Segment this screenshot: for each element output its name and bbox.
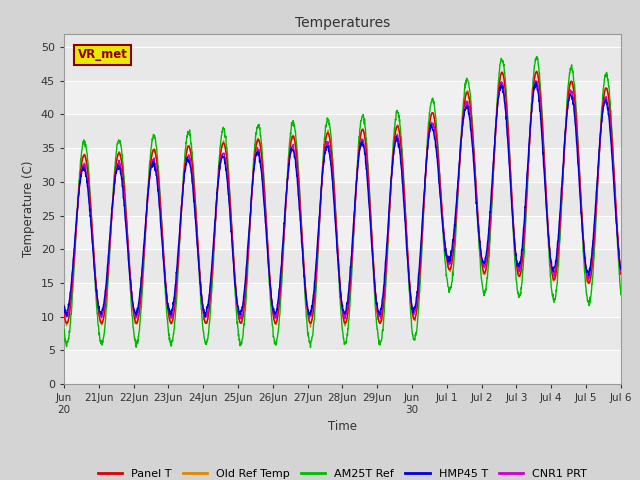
Bar: [64, 283, 621, 317]
Legend: Panel T, Old Ref Temp, AM25T Ref, HMP45 T, CNR1 PRT: Panel T, Old Ref Temp, AM25T Ref, HMP45 …: [93, 465, 591, 480]
Title: Temperatures: Temperatures: [295, 16, 390, 30]
Bar: [64, 47, 621, 81]
Text: VR_met: VR_met: [78, 48, 128, 61]
Y-axis label: Temperature (C): Temperature (C): [22, 160, 35, 257]
X-axis label: Time: Time: [328, 420, 357, 433]
Bar: [64, 148, 621, 182]
Bar: [64, 81, 621, 114]
Bar: [64, 350, 621, 384]
Bar: [64, 216, 621, 249]
Bar: [64, 317, 621, 350]
Bar: [64, 114, 621, 148]
Bar: [64, 249, 621, 283]
Bar: [64, 182, 621, 216]
